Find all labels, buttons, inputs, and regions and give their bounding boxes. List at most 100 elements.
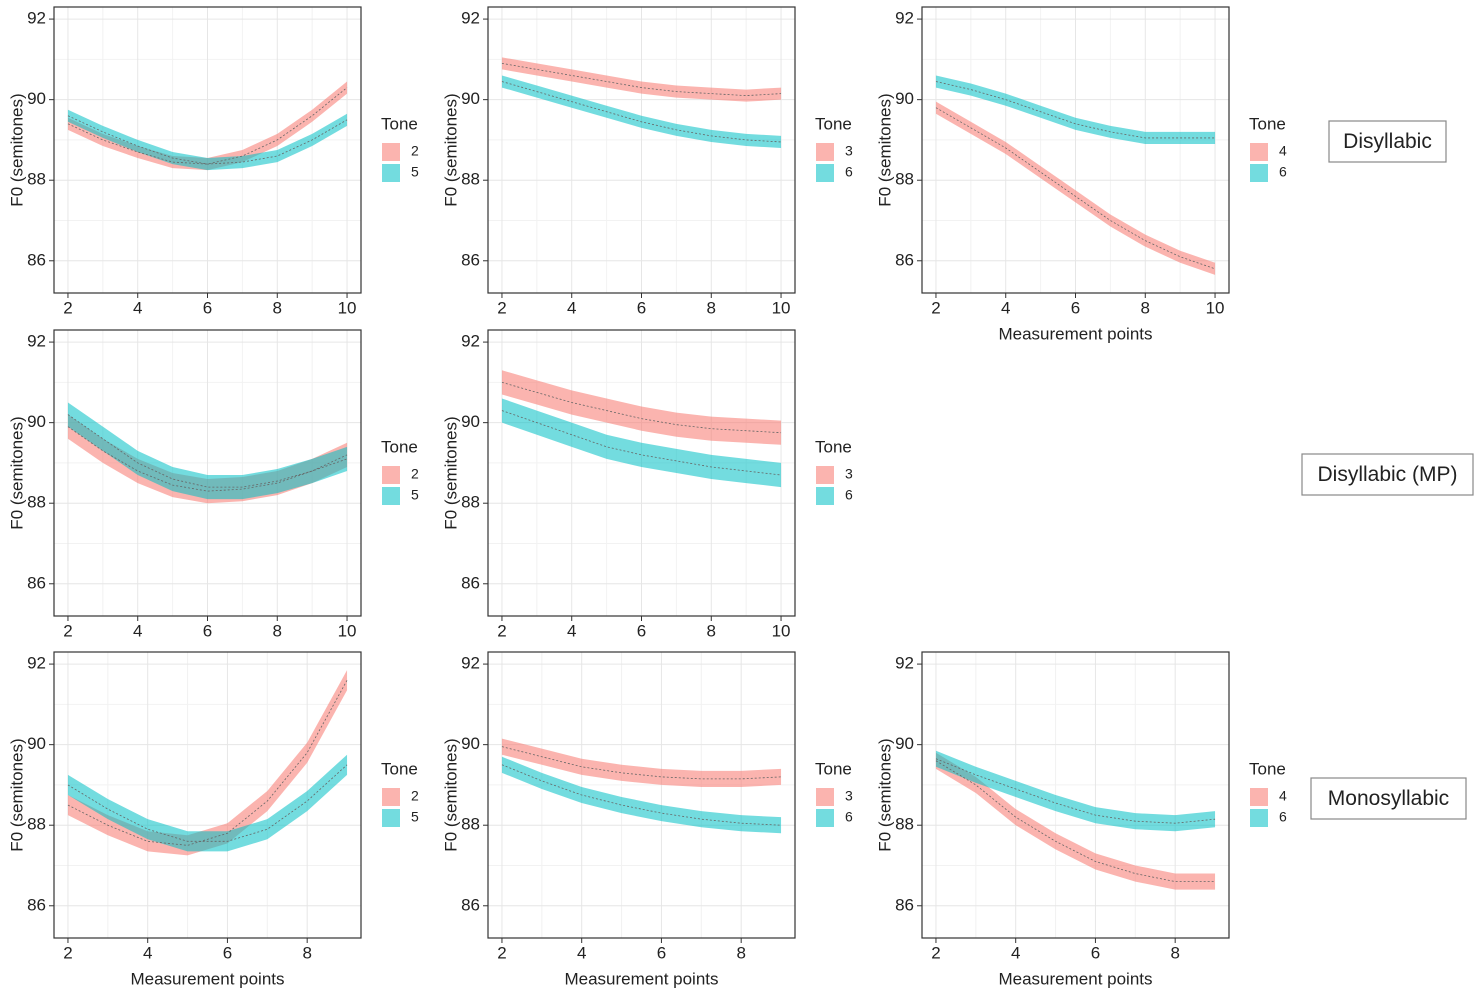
y-tick-label: 90: [895, 89, 914, 108]
y-tick-label: 90: [27, 734, 46, 753]
y-axis-label: F0 (semitones): [7, 738, 26, 851]
legend-key: [816, 143, 834, 161]
legend-key: [1250, 164, 1268, 182]
y-tick-label: 88: [461, 493, 480, 512]
y-tick-label: 92: [27, 9, 46, 28]
y-tick-label: 90: [27, 412, 46, 431]
legend-label: 6: [1279, 809, 1287, 825]
legend-label: 5: [411, 809, 419, 825]
x-tick-label: 2: [931, 298, 940, 317]
confidence-band: [501, 57, 782, 102]
y-tick-label: 88: [461, 815, 480, 834]
legend-title: Tone: [381, 114, 418, 133]
legend-label: 6: [845, 164, 853, 180]
x-axis-label: Measurement points: [130, 969, 284, 988]
x-tick-label: 8: [273, 621, 282, 640]
x-tick-label: 8: [1141, 298, 1150, 317]
legend-label: 4: [1279, 143, 1287, 159]
confidence-band: [67, 670, 348, 856]
x-tick-label: 4: [143, 943, 152, 962]
legend-label: 6: [845, 487, 853, 503]
y-tick-label: 90: [461, 412, 480, 431]
y-tick-label: 88: [895, 815, 914, 834]
legend-label: 3: [845, 143, 853, 159]
x-tick-label: 4: [577, 943, 586, 962]
x-tick-label: 4: [133, 298, 142, 317]
x-tick-label: 6: [637, 298, 646, 317]
x-tick-label: 8: [707, 621, 716, 640]
x-tick-label: 2: [63, 621, 72, 640]
legend-title: Tone: [815, 437, 852, 456]
x-tick-label: 6: [657, 943, 666, 962]
confidence-band: [501, 398, 782, 488]
confidence-band: [501, 738, 782, 787]
legend-key: [382, 487, 400, 505]
legend-key: [382, 466, 400, 484]
x-axis-label: Measurement points: [998, 324, 1152, 343]
x-tick-label: 10: [338, 621, 357, 640]
mean-line: [67, 764, 348, 842]
x-tick-label: 4: [567, 621, 576, 640]
y-tick-label: 86: [27, 895, 46, 914]
x-axis-label: Measurement points: [564, 969, 718, 988]
x-tick-label: 8: [707, 298, 716, 317]
mean-line: [935, 758, 1216, 824]
x-tick-label: 4: [1001, 298, 1010, 317]
x-tick-label: 2: [931, 943, 940, 962]
legend-title: Tone: [815, 114, 852, 133]
x-tick-label: 6: [1071, 298, 1080, 317]
x-tick-label: 8: [302, 943, 311, 962]
legend-label: 2: [411, 466, 419, 482]
legend-key: [816, 809, 834, 827]
mean-line: [67, 680, 348, 846]
legend-key: [382, 788, 400, 806]
y-axis-label: F0 (semitones): [7, 93, 26, 206]
y-tick-label: 86: [895, 895, 914, 914]
mean-line: [501, 410, 782, 476]
legend-label: 5: [411, 487, 419, 503]
y-tick-label: 86: [27, 573, 46, 592]
legend-key: [1250, 143, 1268, 161]
y-tick-label: 88: [895, 170, 914, 189]
x-tick-label: 8: [1170, 943, 1179, 962]
y-axis-label: F0 (semitones): [875, 93, 894, 206]
y-tick-label: 90: [461, 734, 480, 753]
confidence-band: [67, 402, 348, 500]
y-tick-label: 88: [27, 815, 46, 834]
x-tick-label: 10: [338, 298, 357, 317]
x-tick-label: 6: [203, 621, 212, 640]
mean-line: [501, 764, 782, 826]
legend-key: [816, 466, 834, 484]
row-label: Disyllabic (MP): [1317, 463, 1457, 486]
y-axis-label: F0 (semitones): [441, 416, 460, 529]
x-tick-label: 2: [497, 298, 506, 317]
confidence-band: [935, 75, 1216, 144]
legend-key: [816, 164, 834, 182]
x-tick-label: 2: [497, 621, 506, 640]
x-tick-label: 6: [223, 943, 232, 962]
y-tick-label: 86: [461, 573, 480, 592]
mean-line: [501, 381, 782, 434]
y-tick-label: 88: [461, 170, 480, 189]
mean-line: [935, 760, 1216, 883]
y-tick-label: 90: [27, 89, 46, 108]
x-tick-label: 6: [637, 621, 646, 640]
x-tick-label: 10: [772, 621, 791, 640]
y-tick-label: 92: [461, 654, 480, 673]
confidence-band: [67, 754, 348, 852]
plot-frame: [487, 329, 796, 617]
legend-label: 5: [411, 164, 419, 180]
y-tick-label: 92: [461, 332, 480, 351]
mean-line: [67, 414, 348, 488]
y-tick-label: 86: [461, 895, 480, 914]
mean-line: [67, 115, 348, 165]
plot-frame: [53, 329, 362, 617]
x-tick-label: 8: [736, 943, 745, 962]
x-tick-label: 4: [567, 298, 576, 317]
x-tick-label: 4: [1011, 943, 1020, 962]
x-tick-label: 10: [772, 298, 791, 317]
row-label: Disyllabic: [1343, 130, 1432, 153]
legend-title: Tone: [381, 437, 418, 456]
y-axis-label: F0 (semitones): [7, 416, 26, 529]
confidence-band: [501, 75, 782, 148]
